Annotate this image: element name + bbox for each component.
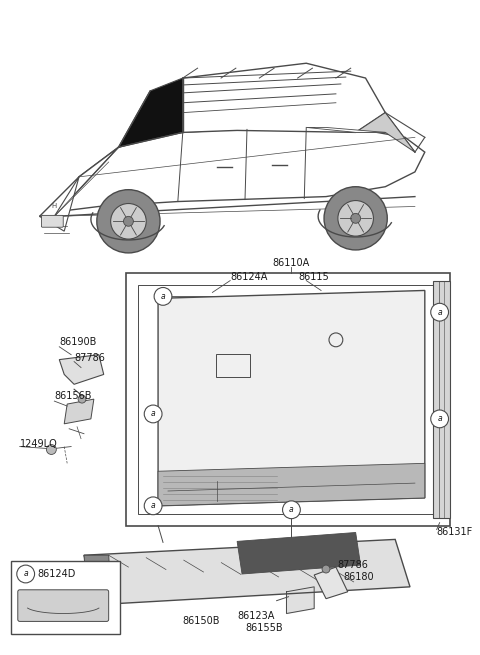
Circle shape — [123, 216, 133, 226]
Polygon shape — [59, 354, 104, 384]
Text: 86131F: 86131F — [437, 527, 473, 538]
Text: a: a — [437, 308, 442, 316]
Text: 86190B: 86190B — [59, 337, 96, 347]
Text: a: a — [161, 292, 165, 301]
Polygon shape — [356, 113, 415, 152]
Circle shape — [17, 565, 35, 583]
Text: a: a — [437, 415, 442, 423]
Polygon shape — [158, 463, 425, 506]
Circle shape — [144, 405, 162, 423]
Circle shape — [78, 395, 86, 403]
FancyBboxPatch shape — [18, 590, 108, 622]
Circle shape — [144, 497, 162, 515]
Polygon shape — [126, 272, 449, 525]
Text: 86124D: 86124D — [37, 569, 76, 579]
Circle shape — [47, 445, 56, 455]
Polygon shape — [237, 533, 360, 574]
Text: 87786: 87786 — [338, 560, 369, 570]
FancyBboxPatch shape — [11, 561, 120, 634]
Circle shape — [324, 187, 387, 250]
Circle shape — [351, 214, 360, 223]
Text: a: a — [24, 569, 28, 578]
Polygon shape — [39, 147, 119, 216]
Polygon shape — [314, 567, 348, 599]
Polygon shape — [158, 290, 425, 506]
Text: 86180: 86180 — [344, 572, 374, 582]
Text: 86124A: 86124A — [230, 272, 267, 282]
Text: 86110A: 86110A — [273, 258, 310, 268]
Circle shape — [338, 200, 373, 236]
Text: H: H — [52, 204, 57, 210]
Polygon shape — [39, 177, 79, 231]
Polygon shape — [287, 587, 314, 614]
Polygon shape — [39, 128, 425, 216]
Polygon shape — [64, 399, 94, 424]
Circle shape — [97, 190, 160, 253]
Circle shape — [322, 565, 330, 573]
Polygon shape — [119, 78, 183, 147]
Circle shape — [431, 303, 448, 321]
Polygon shape — [306, 128, 385, 132]
Polygon shape — [84, 555, 111, 589]
Polygon shape — [84, 540, 410, 605]
Circle shape — [154, 288, 172, 305]
Text: a: a — [151, 409, 156, 419]
Text: a: a — [289, 505, 294, 514]
FancyBboxPatch shape — [41, 215, 63, 227]
Circle shape — [111, 204, 146, 239]
Text: 86115: 86115 — [299, 272, 329, 282]
Text: 86123A: 86123A — [237, 612, 275, 622]
Circle shape — [431, 410, 448, 428]
Text: 86150B: 86150B — [183, 616, 220, 626]
Text: a: a — [151, 501, 156, 510]
Circle shape — [283, 501, 300, 519]
Text: 86156B: 86156B — [54, 391, 92, 401]
Polygon shape — [119, 64, 385, 147]
Polygon shape — [432, 280, 449, 517]
Text: 87786: 87786 — [74, 352, 105, 363]
Text: 86155B: 86155B — [245, 624, 283, 633]
Text: 1249LQ: 1249LQ — [20, 439, 58, 449]
